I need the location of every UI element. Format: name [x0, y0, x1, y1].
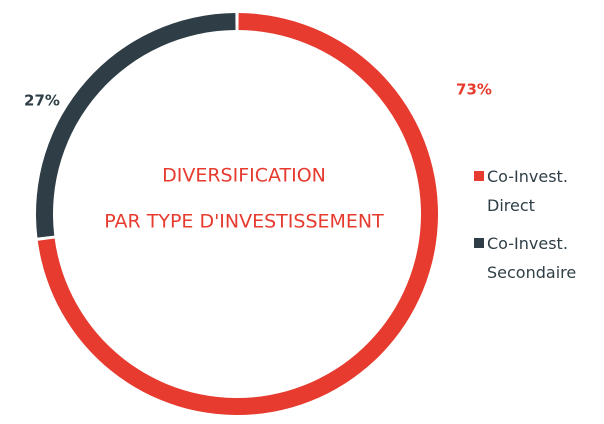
value-label: 73% [456, 81, 492, 99]
legend-item: Co-Invest. Direct [474, 162, 587, 220]
value-label: 27% [24, 92, 60, 110]
legend-label: Co-Invest. Secondaire [487, 234, 577, 282]
chart-subtitle: PAR TYPE D'INVESTISSEMENT [104, 211, 384, 233]
legend-swatch [474, 238, 484, 248]
chart-title: DIVERSIFICATION [162, 165, 326, 187]
legend-label: Co-Invest. Direct [487, 167, 568, 215]
legend-swatch [474, 171, 484, 181]
legend: Co-Invest. Direct Co-Invest. Secondaire [474, 162, 599, 296]
donut-segment [36, 13, 236, 238]
legend-item: Co-Invest. Secondaire [474, 229, 587, 287]
